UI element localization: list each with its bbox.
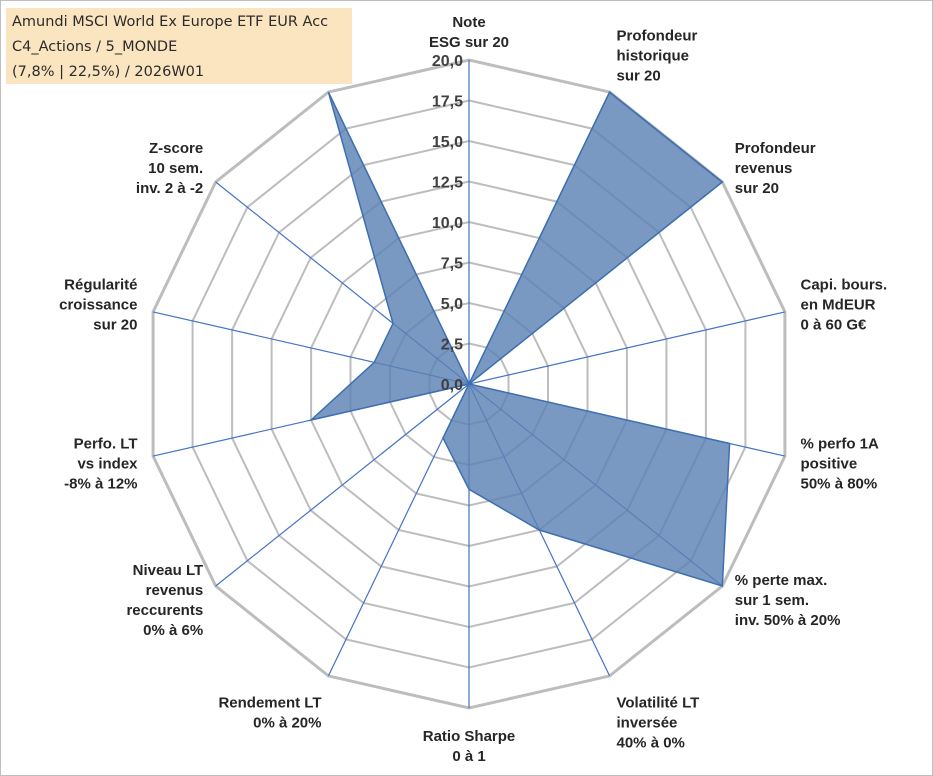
radar-spoke: [215, 383, 470, 587]
radar-tick-labels: 0,0 2,5 5,0 7,5 10,0 12,5 15,0 17,5 20,0: [432, 53, 463, 394]
axis-label: en MdEUR: [801, 296, 876, 313]
radial-tick-label: 15,0: [432, 134, 463, 151]
axis-label: 0% à 20%: [253, 714, 321, 731]
radial-tick-label: 7,5: [441, 256, 463, 273]
title-line-category: C4_Actions / 5_MONDE: [12, 39, 178, 55]
axis-label: revenus: [735, 160, 793, 177]
radial-tick-label: 2,5: [441, 337, 463, 354]
axis-label: sur 1 sem.: [735, 592, 809, 609]
axis-label: Rendement LT: [218, 694, 321, 711]
axis-label: 0 à 60 G€: [801, 316, 868, 333]
axis-label: 0% à 6%: [143, 622, 203, 639]
axis-label: Régularité: [64, 276, 137, 293]
axis-label: -8% à 12%: [64, 476, 137, 493]
axis-label: Profondeur: [617, 28, 698, 45]
title-line-metrics: (7,8% | 22,5%) / 2026W01: [12, 64, 205, 80]
axis-label: Volatilité LT: [617, 694, 700, 711]
axis-label: croissance: [59, 296, 137, 313]
axis-label: vs index: [77, 456, 138, 473]
chart-title-box: Amundi MSCI World Ex Europe ETF EUR Acc …: [6, 8, 352, 84]
axis-label: Capi. bours.: [801, 276, 888, 293]
axis-label: sur 20: [735, 180, 779, 197]
axis-label: Note: [452, 14, 485, 31]
axis-label: historique: [617, 48, 690, 65]
axis-label: inversée: [617, 714, 678, 731]
radial-tick-label: 5,0: [441, 296, 463, 313]
axis-label: % perte max.: [735, 572, 828, 589]
axis-label: Profondeur: [735, 140, 816, 157]
axis-label: Z-score: [149, 140, 203, 157]
axis-label: sur 20: [617, 68, 661, 85]
axis-label: sur 20: [93, 316, 137, 333]
axis-label: Niveau LT: [133, 562, 204, 579]
axis-label: 0 à 1: [452, 748, 485, 765]
axis-label: ESG sur 20: [429, 34, 509, 51]
axis-label: 40% à 0%: [617, 734, 685, 751]
radial-tick-label: 10,0: [432, 215, 463, 232]
axis-label: inv. 50% à 20%: [735, 612, 841, 629]
radial-tick-label: 17,5: [432, 94, 463, 111]
axis-label: 50% à 80%: [801, 476, 878, 493]
radial-tick-label: 20,0: [432, 53, 463, 70]
radial-tick-label: 0,0: [441, 377, 463, 394]
axis-label: % perfo 1A: [801, 436, 880, 453]
radar-spoke: [468, 311, 786, 385]
axis-label: inv. 2 à -2: [136, 180, 203, 197]
radial-tick-label: 12,5: [432, 175, 463, 192]
axis-label: positive: [801, 456, 858, 473]
axis-label: 10 sem.: [148, 160, 203, 177]
title-line-fund: Amundi MSCI World Ex Europe ETF EUR Acc: [12, 14, 329, 30]
axis-label: revenus: [146, 582, 204, 599]
axis-label: Ratio Sharpe: [423, 728, 516, 745]
axis-label: Perfo. LT: [74, 436, 138, 453]
axis-label: reccurents: [126, 602, 203, 619]
radar-series-layer: [308, 90, 731, 587]
